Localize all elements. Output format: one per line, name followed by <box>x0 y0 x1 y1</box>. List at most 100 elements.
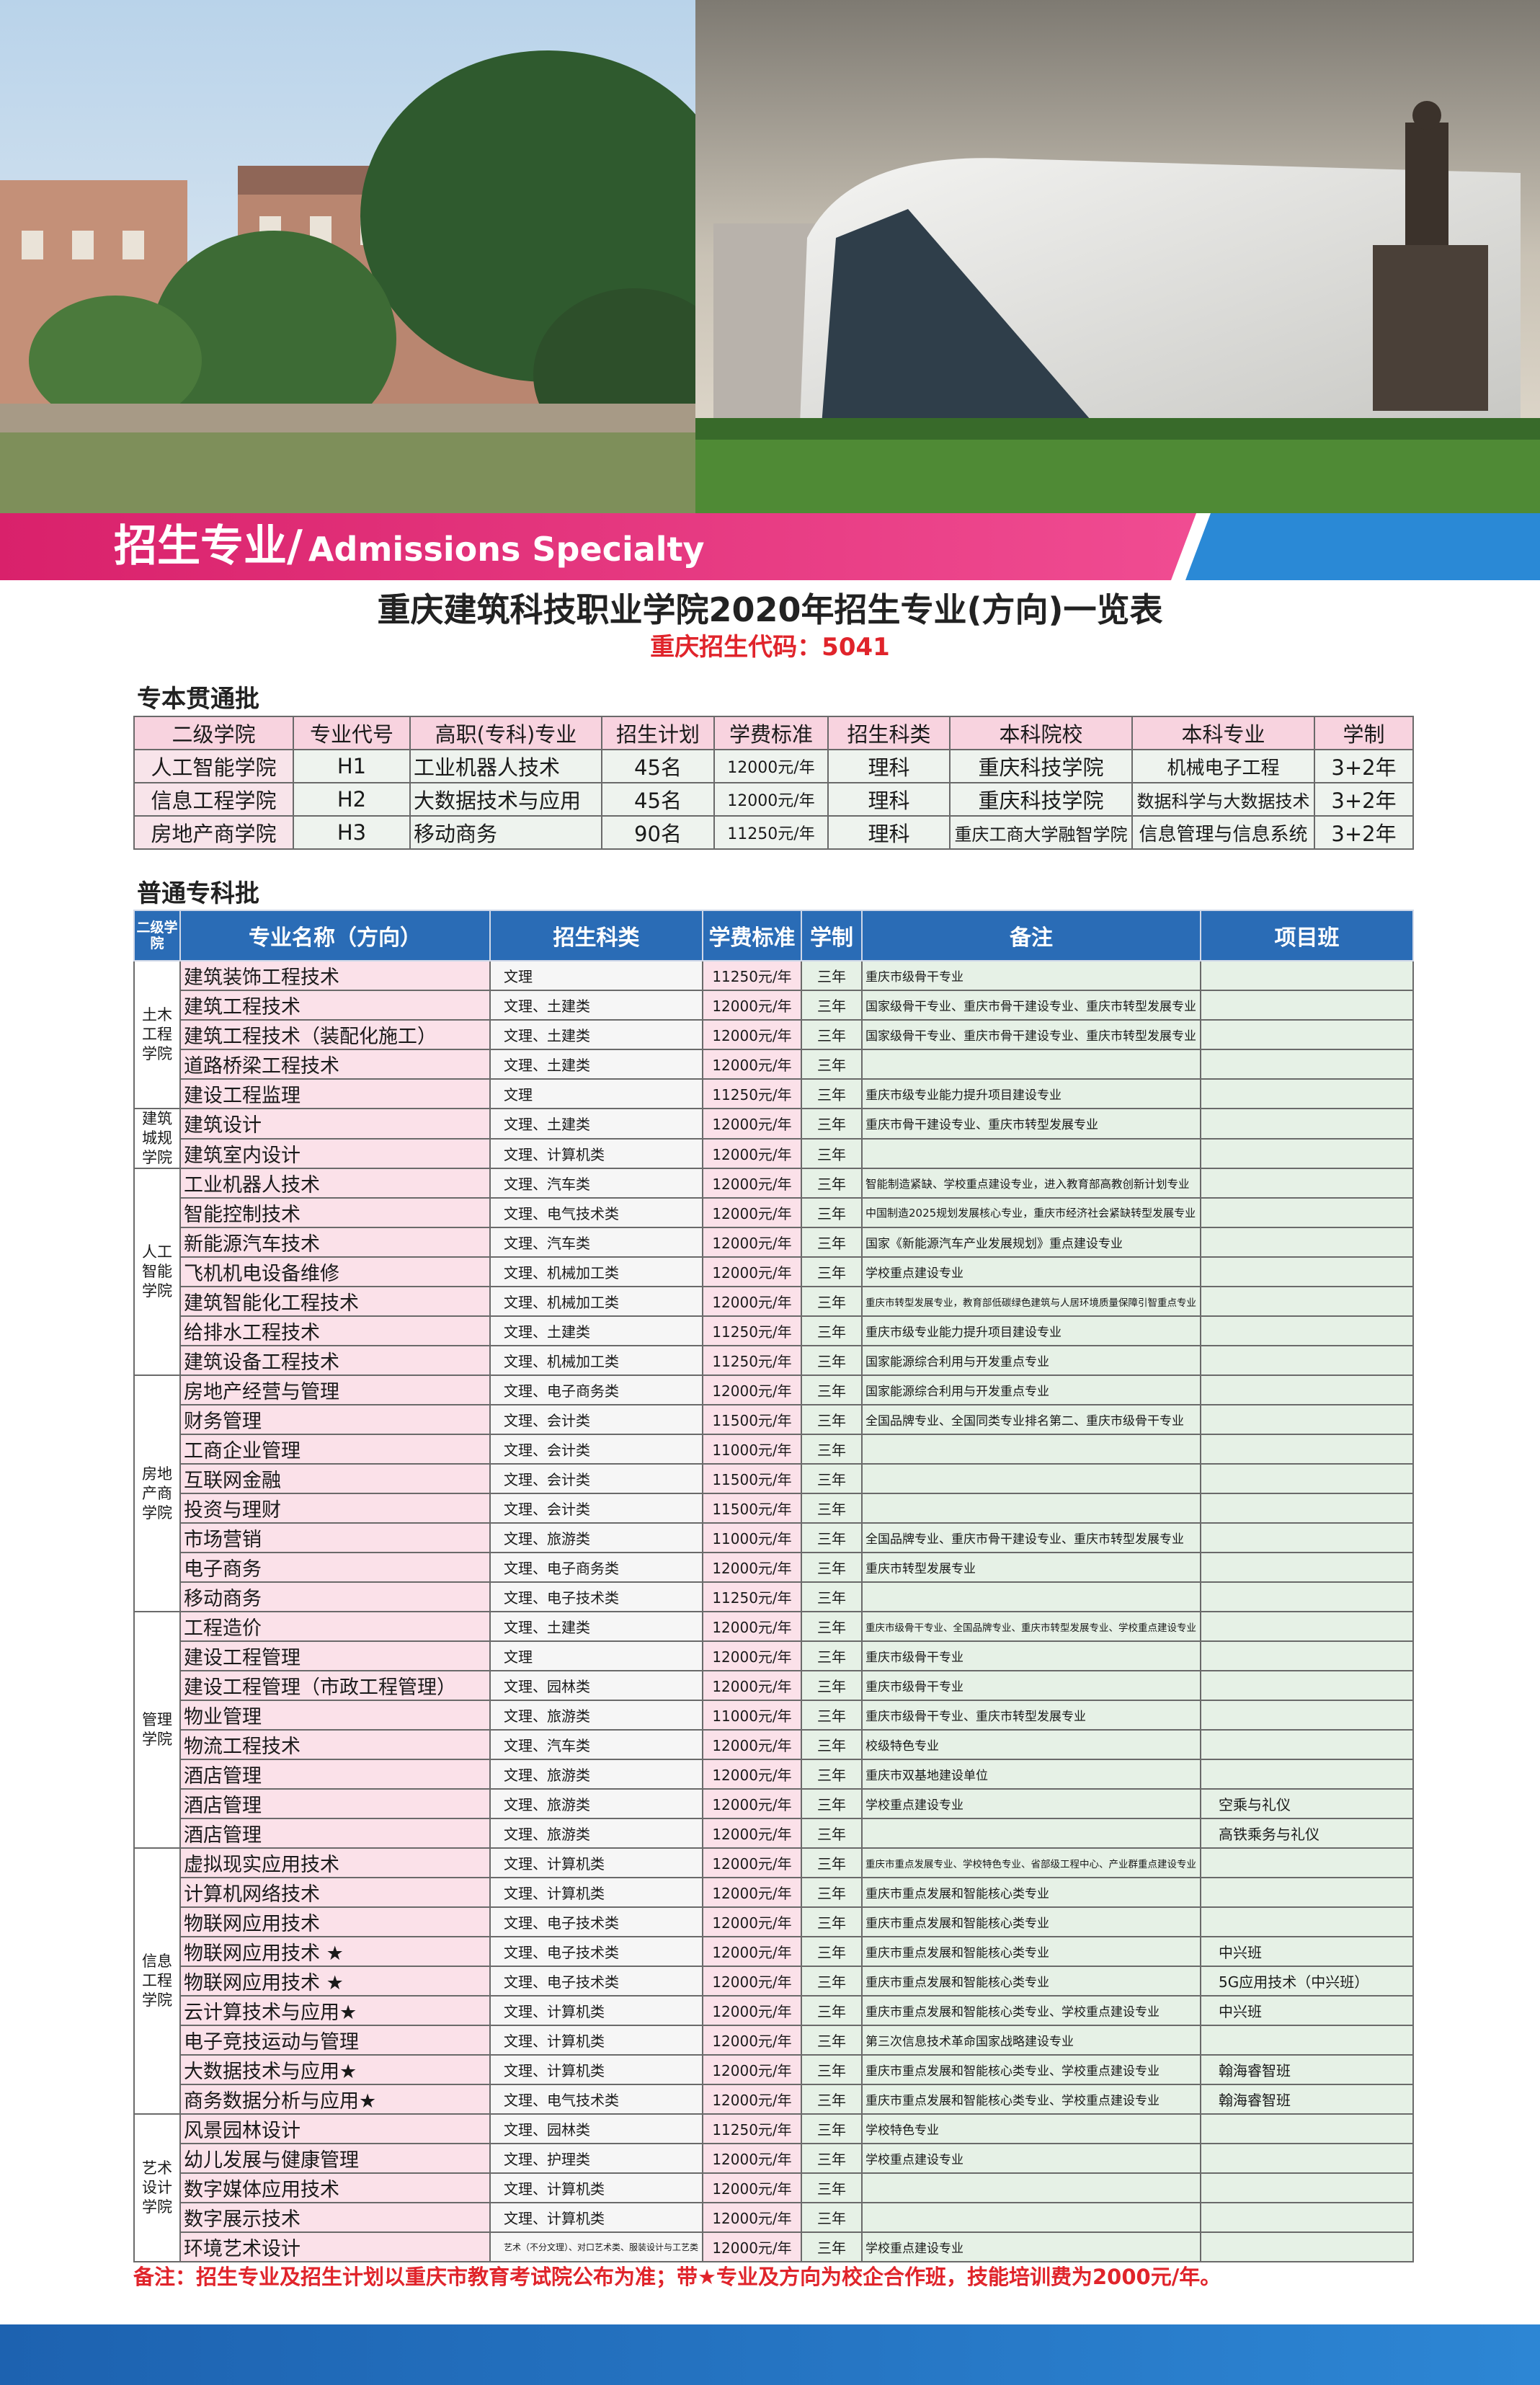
table2-cell: 建设工程监理 <box>179 1078 491 1109</box>
table2-row: 计算机网络技术 文理、计算机类 12000元/年 三年 重庆市重点发展和智能核心类专业 <box>134 1877 1414 1908</box>
table2-cell: 文理、会计类 <box>489 1463 703 1494</box>
table2-row: 酒店管理 文理、旅游类 12000元/年 三年 高铁乘务与礼仪 <box>134 1818 1414 1849</box>
table2-cell: 三年 <box>801 2054 863 2085</box>
table2-header-cell: 招生科类 <box>489 910 703 961</box>
table2-cell: 三年 <box>801 2084 863 2115</box>
table2-cell: 三年 <box>801 960 863 991</box>
table2-cell: 12000元/年 <box>702 1286 802 1317</box>
table2-cell: 文理、土建类 <box>489 1108 703 1140</box>
table2-cell: 三年 <box>801 1197 863 1228</box>
table2-row: 物业管理 文理、旅游类 11000元/年 三年 重庆市级骨干专业、重庆市转型发展专业 <box>134 1700 1414 1731</box>
table2-cell <box>861 1493 1201 1524</box>
table2-header-cell: 学费标准 <box>702 910 802 961</box>
table2-cell <box>861 1463 1201 1494</box>
table2-cell: 12000元/年 <box>702 2172 802 2203</box>
table1-cell: 90名 <box>601 815 715 850</box>
table2-row: 道路桥梁工程技术 文理、土建类 12000元/年 三年 <box>134 1049 1414 1080</box>
table1-header-cell: 本科专业 <box>1131 716 1315 750</box>
table1-header-cell: 招生计划 <box>601 716 715 750</box>
page-subtitle: 重庆招生代码：5041 <box>650 633 890 662</box>
table2-cell <box>1200 1434 1414 1465</box>
table2-cell: 建筑设备工程技术 <box>179 1345 491 1376</box>
table2-cell: 国家级骨干专业、重庆市骨干建设专业、重庆市转型发展专业 <box>861 990 1201 1021</box>
table2-row: 物联网应用技术 ★ 文理、电子技术类 12000元/年 三年 重庆市重点发展和智能核心类… <box>134 1936 1414 1967</box>
table2-cell: 酒店管理 <box>179 1818 491 1849</box>
table2-cell: 三年 <box>801 2231 863 2262</box>
table2-cell: 三年 <box>801 1877 863 1908</box>
table1-cell: 信息工程学院 <box>133 782 294 817</box>
table2-cell <box>861 1434 1201 1465</box>
table2-row: 工商企业管理 文理、会计类 11000元/年 三年 <box>134 1434 1414 1465</box>
table2-cell: 工程造价 <box>179 1611 491 1642</box>
table2-cell: 高铁乘务与礼仪 <box>1200 1818 1414 1849</box>
table2-cell: 建设工程管理（市政工程管理） <box>179 1670 491 1701</box>
table2-cell: 学校重点建设专业 <box>861 1256 1201 1287</box>
table2-cell: 12000元/年 <box>702 2143 802 2174</box>
table2-cell: 重庆市级骨干专业 <box>861 1640 1201 1671</box>
table2-cell: 计算机网络技术 <box>179 1877 491 1908</box>
table2-cell: 三年 <box>801 1256 863 1287</box>
table2-cell <box>1200 960 1414 991</box>
table2-row: 云计算技术与应用★ 文理、计算机类 12000元/年 三年 重庆市重点发展和智能核心类专… <box>134 1995 1414 2026</box>
table1-cell: 重庆科技学院 <box>949 782 1133 817</box>
table2-cell: 文理、机械加工类 <box>489 1345 703 1376</box>
table2-row: 市场营销 文理、旅游类 11000元/年 三年 全国品牌专业、重庆市骨干建设专业、重庆市… <box>134 1522 1414 1553</box>
table2-cell <box>1200 1670 1414 1701</box>
table2-cell: 三年 <box>801 1788 863 1819</box>
table2-row: 新能源汽车技术 文理、汽车类 12000元/年 三年 国家《新能源汽车产业发展规划》重点… <box>134 1227 1414 1258</box>
table2-cell <box>1200 1906 1414 1937</box>
table2-row: 管理学院 工程造价 文理、土建类 12000元/年 三年 重庆市级骨干专业、全国品牌专业、… <box>133 1611 1414 1849</box>
table2-cell: 酒店管理 <box>179 1788 491 1819</box>
table2-cell: 智能控制技术 <box>179 1197 491 1228</box>
table2-cell: 电子商务 <box>179 1552 491 1583</box>
table2-cell: 文理、计算机类 <box>489 2172 703 2203</box>
table2-cell: 电子竞技运动与管理 <box>179 2025 491 2056</box>
table2-cell: 文理、旅游类 <box>489 1522 703 1553</box>
college-cell: 人工智能学院 <box>133 1168 181 1376</box>
table1-cell: 重庆工商大学融智学院 <box>949 815 1133 850</box>
table2-row: 数字展示技术 文理、计算机类 12000元/年 三年 <box>134 2202 1414 2233</box>
table2-cell: 文理、园林类 <box>489 1670 703 1701</box>
header-photos <box>0 0 1540 513</box>
table2-cell: 11250元/年 <box>702 1345 802 1376</box>
table2-row: 信息工程学院 虚拟现实应用技术 文理、计算机类 12000元/年 三年 重庆市重点发展专业… <box>133 1847 1414 2115</box>
college-cell: 艺术设计学院 <box>133 2113 181 2262</box>
table2-cell: 12000元/年 <box>702 2054 802 2085</box>
table2-cell: 文理、土建类 <box>489 1019 703 1050</box>
table2-cell: 三年 <box>801 1847 863 1878</box>
table2-cell: 文理、土建类 <box>489 1049 703 1080</box>
table1-cell: 移动商务 <box>409 815 602 850</box>
table2-cell: 文理、电子商务类 <box>489 1552 703 1583</box>
table2-cell: 翰海睿智班 <box>1200 2054 1414 2085</box>
table2-cell: 11500元/年 <box>702 1493 802 1524</box>
table2-cell <box>1200 2025 1414 2056</box>
table2-cell: 物联网应用技术 ★ <box>179 1966 491 1997</box>
table2-row: 飞机机电设备维修 文理、机械加工类 12000元/年 三年 学校重点建设专业 <box>134 1256 1414 1287</box>
table1-header-cell: 招生科类 <box>827 716 951 750</box>
footer-bar <box>0 2324 1540 2385</box>
table2-cell: 11250元/年 <box>702 1581 802 1612</box>
table2-cell <box>861 2172 1201 2203</box>
table2-cell: 12000元/年 <box>702 1906 802 1937</box>
table2-cell: 幼儿发展与健康管理 <box>179 2143 491 2174</box>
table2-cell: 艺术（不分文理）、对口艺术类、服装设计与工艺类 <box>489 2231 703 2262</box>
table2-cell: 12000元/年 <box>702 1552 802 1583</box>
table2-cell <box>1200 1078 1414 1109</box>
table2-cell <box>1200 1315 1414 1346</box>
table2-header-cell: 二级学院 <box>133 910 181 961</box>
college-cell: 建筑城规学院 <box>133 1108 181 1169</box>
table2-cell: 三年 <box>801 1611 863 1642</box>
table2-cell: 三年 <box>801 2172 863 2203</box>
table2-cell: 文理、电气技术类 <box>489 1197 703 1228</box>
table2-cell: 三年 <box>801 1522 863 1553</box>
table2-cell: 市场营销 <box>179 1522 491 1553</box>
table2-row: 财务管理 文理、会计类 11500元/年 三年 全国品牌专业、全国同类专业排名第二、重庆… <box>134 1404 1414 1435</box>
college-cell: 房地产商学院 <box>133 1374 181 1612</box>
table2-cell: 重庆市重点发展和智能核心类专业、学校重点建设专业 <box>861 1995 1201 2026</box>
table2-cell: 虚拟现实应用技术 <box>179 1847 491 1878</box>
table2-cell: 三年 <box>801 1434 863 1465</box>
table2-cell: 三年 <box>801 1729 863 1760</box>
table2-cell: 12000元/年 <box>702 1049 802 1080</box>
table2-header-cell: 专业名称（方向） <box>179 910 491 961</box>
